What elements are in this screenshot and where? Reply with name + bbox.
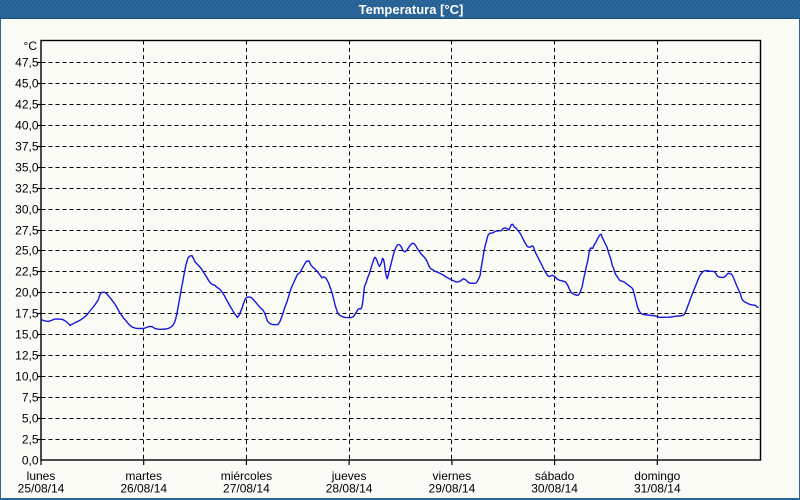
- svg-text:2,5: 2,5: [22, 433, 39, 447]
- svg-text:viernes: viernes: [433, 469, 472, 483]
- svg-text:martes: martes: [125, 469, 162, 483]
- svg-text:30,0: 30,0: [15, 203, 39, 217]
- svg-text:37,5: 37,5: [15, 140, 39, 154]
- svg-text:20,0: 20,0: [15, 286, 39, 300]
- svg-text:miércoles: miércoles: [221, 469, 272, 483]
- svg-text:25,0: 25,0: [15, 244, 39, 258]
- svg-text:17,5: 17,5: [15, 307, 39, 321]
- svg-text:27,5: 27,5: [15, 224, 39, 238]
- svg-text:47,5: 47,5: [15, 56, 39, 70]
- svg-text:27/08/14: 27/08/14: [223, 482, 270, 496]
- svg-text:sábado: sábado: [535, 469, 575, 483]
- svg-text:29/08/14: 29/08/14: [429, 482, 476, 496]
- svg-text:28/08/14: 28/08/14: [326, 482, 373, 496]
- svg-text:°C: °C: [24, 39, 38, 53]
- svg-text:31/08/14: 31/08/14: [634, 482, 681, 496]
- svg-text:12,5: 12,5: [15, 349, 39, 363]
- svg-text:26/08/14: 26/08/14: [120, 482, 167, 496]
- svg-text:jueves: jueves: [331, 469, 367, 483]
- svg-text:10,0: 10,0: [15, 370, 39, 384]
- svg-text:42,5: 42,5: [15, 98, 39, 112]
- svg-text:0,0: 0,0: [22, 454, 39, 468]
- svg-text:45,0: 45,0: [15, 77, 39, 91]
- svg-text:5,0: 5,0: [22, 412, 39, 426]
- svg-text:lunes: lunes: [27, 469, 56, 483]
- svg-text:35,0: 35,0: [15, 161, 39, 175]
- svg-text:25/08/14: 25/08/14: [18, 482, 65, 496]
- svg-text:7,5: 7,5: [22, 391, 39, 405]
- svg-text:22,5: 22,5: [15, 265, 39, 279]
- svg-text:domingo: domingo: [634, 469, 680, 483]
- svg-text:32,5: 32,5: [15, 182, 39, 196]
- svg-text:40,0: 40,0: [15, 119, 39, 133]
- svg-text:30/08/14: 30/08/14: [531, 482, 578, 496]
- svg-text:15,0: 15,0: [15, 328, 39, 342]
